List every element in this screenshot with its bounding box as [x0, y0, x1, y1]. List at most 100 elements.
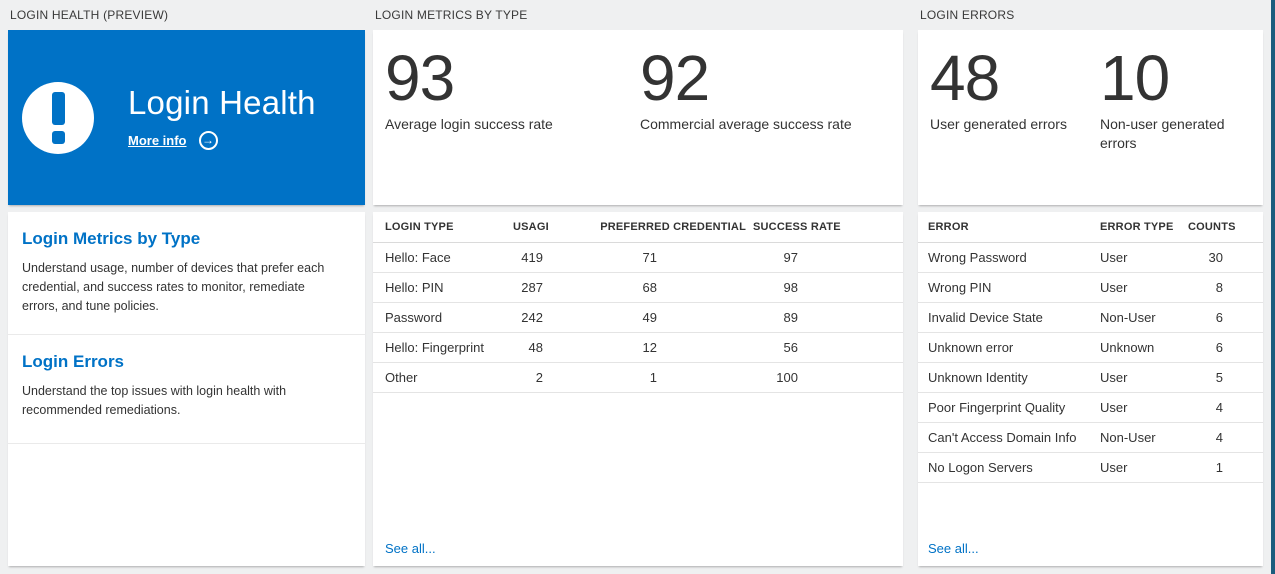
table-row[interactable]: Hello: Face 419 71 97: [373, 242, 903, 273]
left-nav-panel: Login Metrics by Type Understand usage, …: [8, 212, 365, 566]
section-header-login-health: LOGIN HEALTH (PREVIEW): [10, 8, 169, 22]
exclamation-dot: [51, 130, 65, 144]
table-cell: User: [1100, 392, 1188, 423]
table-cell: 287: [513, 272, 548, 303]
hero-link-row: More info →: [128, 130, 316, 150]
login-metrics-table: LOGIN TYPEUSAGEPREFERRED CREDENTIALSUCCE…: [373, 212, 903, 393]
table-cell: 48: [513, 332, 548, 363]
table-cell: 6: [1188, 302, 1263, 333]
login-metrics-table-card: LOGIN TYPEUSAGEPREFERRED CREDENTIALSUCCE…: [373, 212, 903, 566]
table-cell: 1: [548, 362, 753, 393]
table-cell: Hello: PIN: [373, 272, 513, 303]
table-cell: User: [1100, 272, 1188, 303]
stat-value: 10: [1100, 42, 1170, 114]
table-cell: 419: [513, 242, 548, 273]
table-row[interactable]: Poor Fingerprint Quality User 4: [918, 392, 1263, 423]
table-cell: 6: [1188, 332, 1263, 363]
nav-tile-login-metrics[interactable]: Login Metrics by Type Understand usage, …: [8, 212, 365, 335]
login-metrics-stats-card: 93 Average login success rate 92 Commerc…: [373, 30, 903, 205]
arrow-right-circle-icon[interactable]: →: [198, 130, 218, 150]
nav-tile-title: Login Metrics by Type: [22, 229, 201, 248]
table-cell: Unknown: [1100, 332, 1188, 363]
column-header: LOGIN TYPE: [373, 212, 513, 243]
table-cell: 98: [753, 272, 903, 303]
nav-tile-login-errors[interactable]: Login Errors Understand the top issues w…: [8, 335, 365, 444]
table-cell: Poor Fingerprint Quality: [918, 392, 1100, 423]
stat-value: 92: [640, 42, 710, 114]
login-health-column: LOGIN HEALTH (PREVIEW) Login Health More…: [8, 0, 365, 566]
nav-tile-title: Login Errors: [22, 352, 125, 371]
stat-non-user-errors: 10 Non-user generated errors: [1100, 42, 1228, 205]
more-info-link[interactable]: More info: [128, 132, 187, 148]
section-header-login-metrics: LOGIN METRICS BY TYPE: [375, 8, 528, 22]
column-header: USAGE: [513, 212, 548, 243]
table-row[interactable]: Other 2 1 100: [373, 362, 903, 393]
table-empty-space: [373, 393, 903, 542]
table-row[interactable]: Unknown Identity User 5: [918, 362, 1263, 393]
login-errors-column: LOGIN ERRORS 48 User generated errors 10…: [918, 0, 1263, 566]
table-row[interactable]: No Logon Servers User 1: [918, 452, 1263, 483]
see-all-link-metrics[interactable]: See all...: [385, 541, 436, 556]
table-cell: 8: [1188, 272, 1263, 303]
table-cell: 12: [548, 332, 753, 363]
table-cell: Non-User: [1100, 302, 1188, 333]
table-row[interactable]: Can't Access Domain Info Non-User 4: [918, 422, 1263, 453]
table-header-row: ERROR ERROR TYPE COUNTS: [918, 212, 1263, 243]
table-cell: Unknown Identity: [918, 362, 1100, 393]
table-cell: 4: [1188, 392, 1263, 423]
section-header-login-errors: LOGIN ERRORS: [920, 8, 1015, 22]
column-header: COUNTS: [1188, 212, 1263, 243]
table-cell: Non-User: [1100, 422, 1188, 453]
stat-value: 48: [930, 42, 1000, 114]
column-header: PREFERRED CREDENTIAL: [548, 212, 753, 243]
login-errors-table-card: ERROR ERROR TYPE COUNTS Wrong Password User 3…: [918, 212, 1263, 566]
table-cell: 242: [513, 302, 548, 333]
table-cell: Password: [373, 302, 513, 333]
column-header: ERROR TYPE: [1100, 212, 1188, 243]
table-row[interactable]: Invalid Device State Non-User 6: [918, 302, 1263, 333]
table-cell: Hello: Fingerprint: [373, 332, 513, 363]
table-cell: Wrong Password: [918, 242, 1100, 273]
table-cell: 5: [1188, 362, 1263, 393]
login-metrics-column: LOGIN METRICS BY TYPE 93 Average login s…: [373, 0, 903, 566]
login-errors-stats-card: 48 User generated errors 10 Non-user gen…: [918, 30, 1263, 205]
stat-label: Average login success rate: [385, 115, 553, 132]
table-cell: 71: [548, 242, 753, 273]
next-blade-edge: [1271, 0, 1275, 574]
exclamation-bar: [51, 91, 65, 125]
stat-label: Non-user generated errors: [1100, 115, 1225, 151]
table-cell: 2: [513, 362, 548, 393]
see-all-link-errors[interactable]: See all...: [928, 541, 979, 556]
table-cell: User: [1100, 362, 1188, 393]
table-empty-space: [918, 483, 1263, 542]
login-health-hero-card[interactable]: Login Health More info →: [8, 30, 365, 205]
table-cell: 100: [753, 362, 903, 393]
table-cell: No Logon Servers: [918, 452, 1100, 483]
table-cell: 68: [548, 272, 753, 303]
table-cell: 1: [1188, 452, 1263, 483]
table-cell: 56: [753, 332, 903, 363]
table-row[interactable]: Wrong PIN User 8: [918, 272, 1263, 303]
stat-average-success: 93 Average login success rate: [385, 42, 640, 205]
table-row[interactable]: Password 242 49 89: [373, 302, 903, 333]
stat-user-errors: 48 User generated errors: [930, 42, 1100, 205]
stat-label: Commercial average success rate: [640, 115, 852, 132]
table-cell: Hello: Face: [373, 242, 513, 273]
column-header: ERROR: [918, 212, 1100, 243]
table-cell: 30: [1188, 242, 1263, 273]
table-cell: Can't Access Domain Info: [918, 422, 1100, 453]
table-row[interactable]: Hello: PIN 287 68 98: [373, 272, 903, 303]
column-header: SUCCESS RATE: [753, 212, 903, 243]
stat-value: 93: [385, 42, 455, 114]
table-cell: 89: [753, 302, 903, 333]
table-row[interactable]: Hello: Fingerprint 48 12 56: [373, 332, 903, 363]
nav-tile-description: Understand the top issues with login hea…: [22, 384, 287, 417]
table-cell: Wrong PIN: [918, 272, 1100, 303]
table-cell: User: [1100, 242, 1188, 273]
table-row[interactable]: Wrong Password User 30: [918, 242, 1263, 273]
exclamation-icon: [22, 81, 94, 154]
table-cell: User: [1100, 452, 1188, 483]
stat-commercial-average: 92 Commercial average success rate: [640, 42, 903, 205]
table-row[interactable]: Unknown error Unknown 6: [918, 332, 1263, 363]
table-cell: 4: [1188, 422, 1263, 453]
